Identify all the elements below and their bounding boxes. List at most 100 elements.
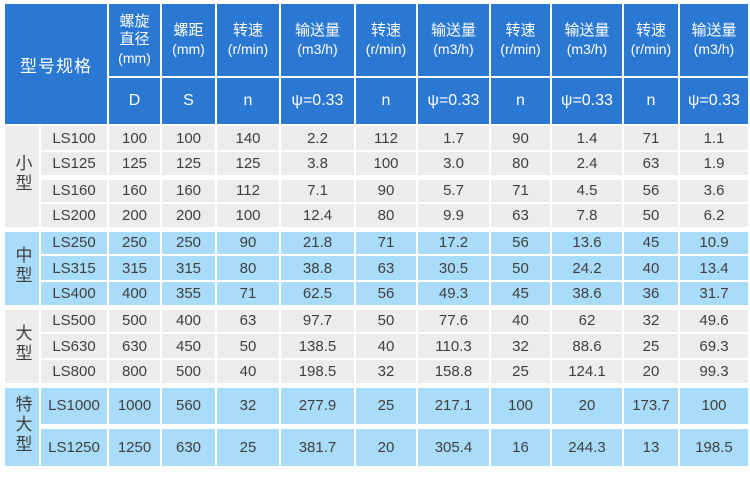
col-title: 输送量: [564, 21, 610, 39]
model-cell: LS1250: [39, 423, 109, 468]
model-cell: LS1000: [39, 382, 109, 427]
model-cell: LS500: [39, 304, 109, 334]
value-cell-capacity3: 88.6: [550, 332, 624, 360]
value-cell-speed4: 56: [622, 174, 680, 204]
value-cell-speed1: 40: [215, 358, 281, 386]
value-cell-speed3: 40: [489, 304, 552, 334]
col-header-diameter: 螺旋直径 (mm): [107, 2, 162, 78]
col-header-capacity-4: 输送量 (m3/h): [678, 2, 750, 78]
col-title: 螺距: [173, 21, 204, 39]
value-cell-speed1: 32: [215, 382, 281, 427]
model-cell: LS315: [39, 254, 109, 282]
value-cell-diameter: 100: [107, 124, 162, 152]
table-row: LS400 400 355 71 62.5 56 49.3 45 38.6 36 31.7: [4, 280, 750, 308]
value-cell-capacity4: 49.6: [678, 304, 750, 334]
value-cell-capacity3: 62: [550, 304, 624, 334]
subheader-pitch: S: [160, 76, 217, 126]
col-header-speed-2: 转速 (r/min): [354, 2, 418, 78]
subheader-capacity-2: ψ=0.33: [416, 76, 491, 126]
value-cell-speed4: 20: [622, 358, 680, 386]
col-unit: (r/min): [227, 40, 269, 57]
value-cell-capacity1: 198.5: [279, 358, 356, 386]
value-cell-speed3: 80: [489, 150, 552, 178]
value-cell-diameter: 500: [107, 304, 162, 334]
col-unit: (m3/h): [433, 40, 474, 57]
col-unit: (mm): [172, 40, 205, 57]
value-cell-capacity1: 277.9: [279, 382, 356, 427]
value-cell-capacity4: 69.3: [678, 332, 750, 360]
value-cell-speed3: 16: [489, 423, 552, 468]
value-cell-pitch: 125: [160, 150, 217, 178]
value-cell-pitch: 250: [160, 226, 217, 256]
value-cell-pitch: 450: [160, 332, 217, 360]
value-cell-speed4: 13: [622, 423, 680, 468]
value-cell-speed1: 80: [215, 254, 281, 282]
col-header-pitch: 螺距 (mm): [160, 2, 217, 78]
value-cell-pitch: 100: [160, 124, 217, 152]
model-cell: LS800: [39, 358, 109, 386]
value-cell-speed4: 40: [622, 254, 680, 282]
value-cell-capacity2: 9.9: [416, 202, 491, 230]
value-cell-speed2: 90: [354, 174, 418, 204]
table-row: LS160 160 160 112 7.1 90 5.7 71 4.5 56 3.6: [4, 174, 750, 204]
value-cell-speed1: 140: [215, 124, 281, 152]
value-cell-capacity2: 217.1: [416, 382, 491, 427]
value-cell-capacity3: 13.6: [550, 226, 624, 256]
col-title: 输送量: [294, 21, 340, 39]
subheader-speed-4: n: [622, 76, 680, 126]
col-header-capacity-2: 输送量 (m3/h): [416, 2, 491, 78]
value-cell-capacity2: 49.3: [416, 280, 491, 308]
value-cell-diameter: 1000: [107, 382, 162, 427]
value-cell-capacity3: 20: [550, 382, 624, 427]
value-cell-speed2: 63: [354, 254, 418, 282]
value-cell-speed3: 45: [489, 280, 552, 308]
row-group-label-text: 中型: [12, 246, 32, 286]
value-cell-speed2: 32: [354, 358, 418, 386]
col-header-capacity-3: 输送量 (m3/h): [550, 2, 624, 78]
table-row: 大型 LS500 500 400 63 97.7 50 77.6 40 62 32 49.6: [3, 304, 750, 386]
value-cell-capacity1: 381.7: [279, 423, 356, 468]
value-cell-capacity1: 2.2: [279, 124, 356, 152]
col-unit: (r/min): [630, 40, 672, 57]
value-cell-diameter: 200: [107, 202, 162, 230]
value-cell-capacity2: 158.8: [416, 358, 491, 386]
col-header-speed-4: 转速 (r/min): [622, 2, 680, 78]
value-cell-capacity3: 24.2: [550, 254, 624, 282]
value-cell-capacity2: 77.6: [416, 304, 491, 334]
value-cell-capacity3: 124.1: [550, 358, 624, 386]
subheader-capacity-1: ψ=0.33: [279, 76, 356, 126]
value-cell-speed2: 56: [354, 280, 418, 308]
col-title: 螺旋直径: [119, 12, 150, 49]
table-row: LS125 125 125 125 3.8 100 3.0 80 2.4 63 1.9: [4, 150, 750, 178]
value-cell-capacity2: 30.5: [416, 254, 491, 282]
value-cell-diameter: 1250: [107, 423, 162, 468]
value-cell-speed2: 50: [354, 304, 418, 334]
value-cell-speed2: 25: [354, 382, 418, 427]
col-title: 输送量: [691, 21, 737, 39]
value-cell-pitch: 630: [160, 423, 217, 468]
value-cell-capacity4: 1.9: [678, 150, 750, 178]
row-group-label: 特大型: [3, 382, 41, 468]
value-cell-capacity3: 2.4: [550, 150, 624, 178]
value-cell-speed3: 63: [489, 202, 552, 230]
value-cell-speed1: 112: [215, 174, 281, 204]
table-row: 中型 LS250 250 250 90 21.8 71 17.2 56 13.6 45 10.9: [3, 226, 750, 308]
value-cell-speed2: 80: [354, 202, 418, 230]
value-cell-capacity4: 10.9: [678, 226, 750, 256]
value-cell-pitch: 200: [160, 202, 217, 230]
value-cell-speed1: 90: [215, 226, 281, 256]
value-cell-speed4: 63: [622, 150, 680, 178]
value-cell-speed2: 112: [354, 124, 418, 152]
subheader-capacity-3: ψ=0.33: [550, 76, 624, 126]
value-cell-speed3: 56: [489, 226, 552, 256]
value-cell-capacity1: 38.8: [279, 254, 356, 282]
value-cell-pitch: 500: [160, 358, 217, 386]
value-cell-diameter: 315: [107, 254, 162, 282]
col-header-capacity-1: 输送量 (m3/h): [279, 2, 356, 78]
value-cell-capacity4: 6.2: [678, 202, 750, 230]
table-row: LS1250 1250 630 25 381.7 20 305.4 16 244.3 13 198.…: [4, 423, 750, 468]
value-cell-capacity4: 3.6: [678, 174, 750, 204]
col-unit: (m3/h): [566, 40, 608, 57]
value-cell-capacity2: 5.7: [416, 174, 491, 204]
